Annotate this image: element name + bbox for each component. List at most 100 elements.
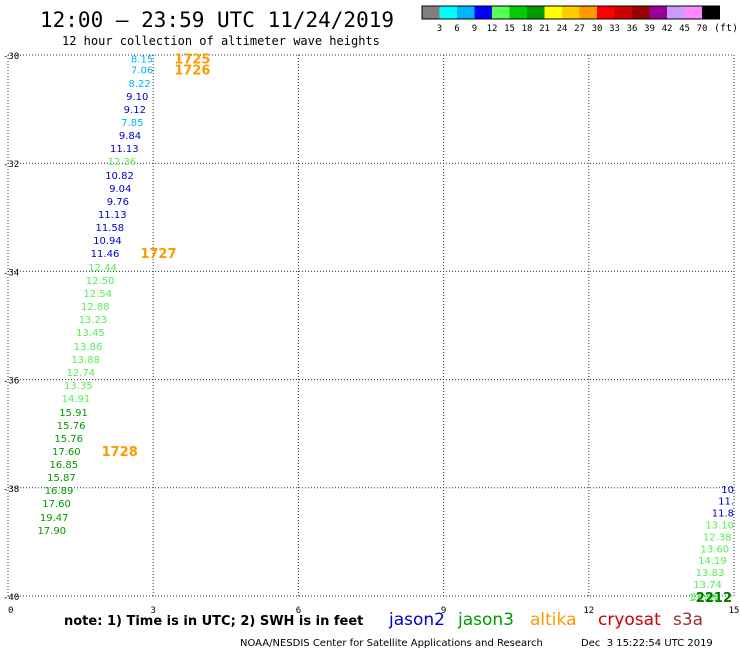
legend-swatch	[649, 6, 667, 19]
time-label: 2212	[696, 591, 732, 606]
satellite-jason2: jason2	[388, 610, 445, 630]
legend-swatch	[702, 6, 720, 19]
legend-tick-label: 36	[627, 24, 638, 34]
legend-swatch	[544, 6, 562, 19]
wave-height-label: 15.76	[57, 421, 86, 432]
legend-tick-label: 21	[539, 24, 550, 34]
legend-tick-label: 33	[609, 24, 620, 34]
wave-height-label: 11.58	[96, 223, 125, 234]
chart-subtitle: 12 hour collection of altimeter wave hei…	[62, 34, 380, 48]
wave-height-label: 13.88	[71, 355, 100, 366]
wave-height-label: 11.	[718, 497, 734, 508]
wave-height-label: 8.15	[131, 55, 153, 66]
satellite-cryosat: cryosat	[598, 610, 661, 630]
wave-height-label: 10	[721, 485, 734, 496]
wave-height-label: 13.83	[696, 568, 725, 579]
wave-height-label: 13.45	[76, 328, 105, 339]
chart-title: 12:00 – 23:59 UTC 11/24/2019	[40, 8, 394, 32]
wave-height-label: 13.10	[705, 521, 734, 532]
wave-height-label: 9.12	[124, 105, 146, 116]
wave-height-label: 7.85	[121, 118, 143, 129]
wave-height-label: 10.82	[105, 171, 134, 182]
wave-height-label: 9.76	[107, 197, 129, 208]
wave-height-label: 11.46	[91, 249, 120, 260]
legend-swatch	[474, 6, 492, 19]
y-tick-label: -34	[3, 268, 19, 278]
x-tick-label: 3	[150, 606, 155, 616]
legend-tick-label: 6	[454, 24, 459, 34]
footer-credit: NOAA/NESDIS Center for Satellite Applica…	[240, 638, 543, 649]
plot-grid	[7, 54, 735, 597]
x-tick-label: 0	[8, 606, 13, 616]
legend-tick-label: 39	[644, 24, 655, 34]
wave-height-label: 14.10	[691, 592, 720, 603]
legend-tick-label: 24	[557, 24, 568, 34]
wave-height-label: 12.74	[66, 368, 95, 379]
wave-height-label: 17.90	[37, 526, 66, 537]
y-tick-label: -30	[3, 52, 19, 62]
wave-height-label: 19.47	[40, 513, 69, 524]
wave-height-label: 13.60	[701, 544, 730, 555]
time-label: 1728	[102, 445, 138, 460]
legend-unit: (ft)	[714, 23, 738, 34]
wave-height-label: 17.60	[52, 447, 81, 458]
wave-height-label: 15.87	[47, 473, 76, 484]
wave-height-label: 14.91	[62, 394, 91, 405]
wave-height-label: 17.60	[42, 499, 71, 510]
legend-border	[421, 5, 720, 20]
color-scale-legend: 3 6 9 12 15 18 21 24 27 30 33 36 39 42 45 70	[421, 5, 720, 34]
legend-swatch	[457, 6, 475, 19]
footer-timestamp: Dec 3 15:22:54 UTC 2019	[581, 638, 713, 649]
wave-height-label: 14.19	[698, 556, 727, 567]
wave-height-label: 13.74	[693, 580, 722, 591]
legend-swatch	[597, 6, 615, 19]
legend-tick-label: 18	[522, 24, 533, 34]
y-tick-label: -38	[3, 485, 19, 495]
y-tick-label: -32	[3, 160, 19, 170]
legend-swatch	[562, 6, 580, 19]
y-tick-label: -36	[3, 377, 19, 387]
legend-tick-label: 12	[487, 24, 498, 34]
wave-height-label: 13.23	[79, 315, 108, 326]
satellite-altika: altika	[530, 610, 577, 630]
x-axis-ticks: 0 3 6 9 12 15	[8, 606, 739, 616]
time-label: 1727	[140, 247, 176, 262]
wave-height-label: 15.91	[59, 408, 88, 419]
wave-height-label: 9.04	[109, 184, 131, 195]
wave-height-label: 11.13	[98, 210, 127, 221]
wave-height-label: 13.88	[688, 593, 717, 604]
legend-tick-label: 30	[592, 24, 603, 34]
legend-swatch	[422, 6, 440, 19]
wave-height-label: 9.10	[126, 92, 148, 103]
legend-tick-label: 45	[679, 24, 690, 34]
legend-tick-label: 9	[472, 24, 477, 34]
wave-height-labels: 8.157.06 8.22 9.10 9.12 7.85 9.84 11.13 12.36 10…	[37, 55, 734, 604]
satellite-s3a: s3a	[673, 610, 703, 630]
wave-height-label: 16.89	[45, 486, 74, 497]
x-tick-label: 6	[296, 606, 301, 616]
legend-tick-label: 70	[697, 24, 708, 34]
legend-swatch	[632, 6, 650, 19]
wave-height-label: 12.44	[88, 263, 117, 274]
legend-swatch	[579, 6, 597, 19]
wave-height-label: 15.76	[54, 434, 83, 445]
wave-height-label: 7.06	[131, 66, 153, 77]
legend-swatch	[527, 6, 545, 19]
y-axis-ticks: -30 -32 -34 -36 -38 -40	[3, 52, 19, 603]
satellite-jason3: jason3	[457, 610, 514, 630]
legend-swatch	[684, 6, 702, 19]
legend-swatch	[439, 6, 457, 19]
y-tick-label: -40	[3, 593, 19, 603]
wave-height-label: 11.13	[110, 144, 139, 155]
wave-height-label: 9.84	[119, 131, 141, 142]
legend-swatch	[492, 6, 510, 19]
wave-height-label: 8.22	[129, 79, 151, 90]
x-tick-label: 15	[729, 606, 740, 616]
wave-height-label: 12.54	[83, 289, 112, 300]
time-label: 1726	[174, 64, 210, 79]
legend-swatch	[614, 6, 632, 19]
x-tick-label: 9	[441, 606, 446, 616]
legend-tick-label: 27	[574, 24, 585, 34]
